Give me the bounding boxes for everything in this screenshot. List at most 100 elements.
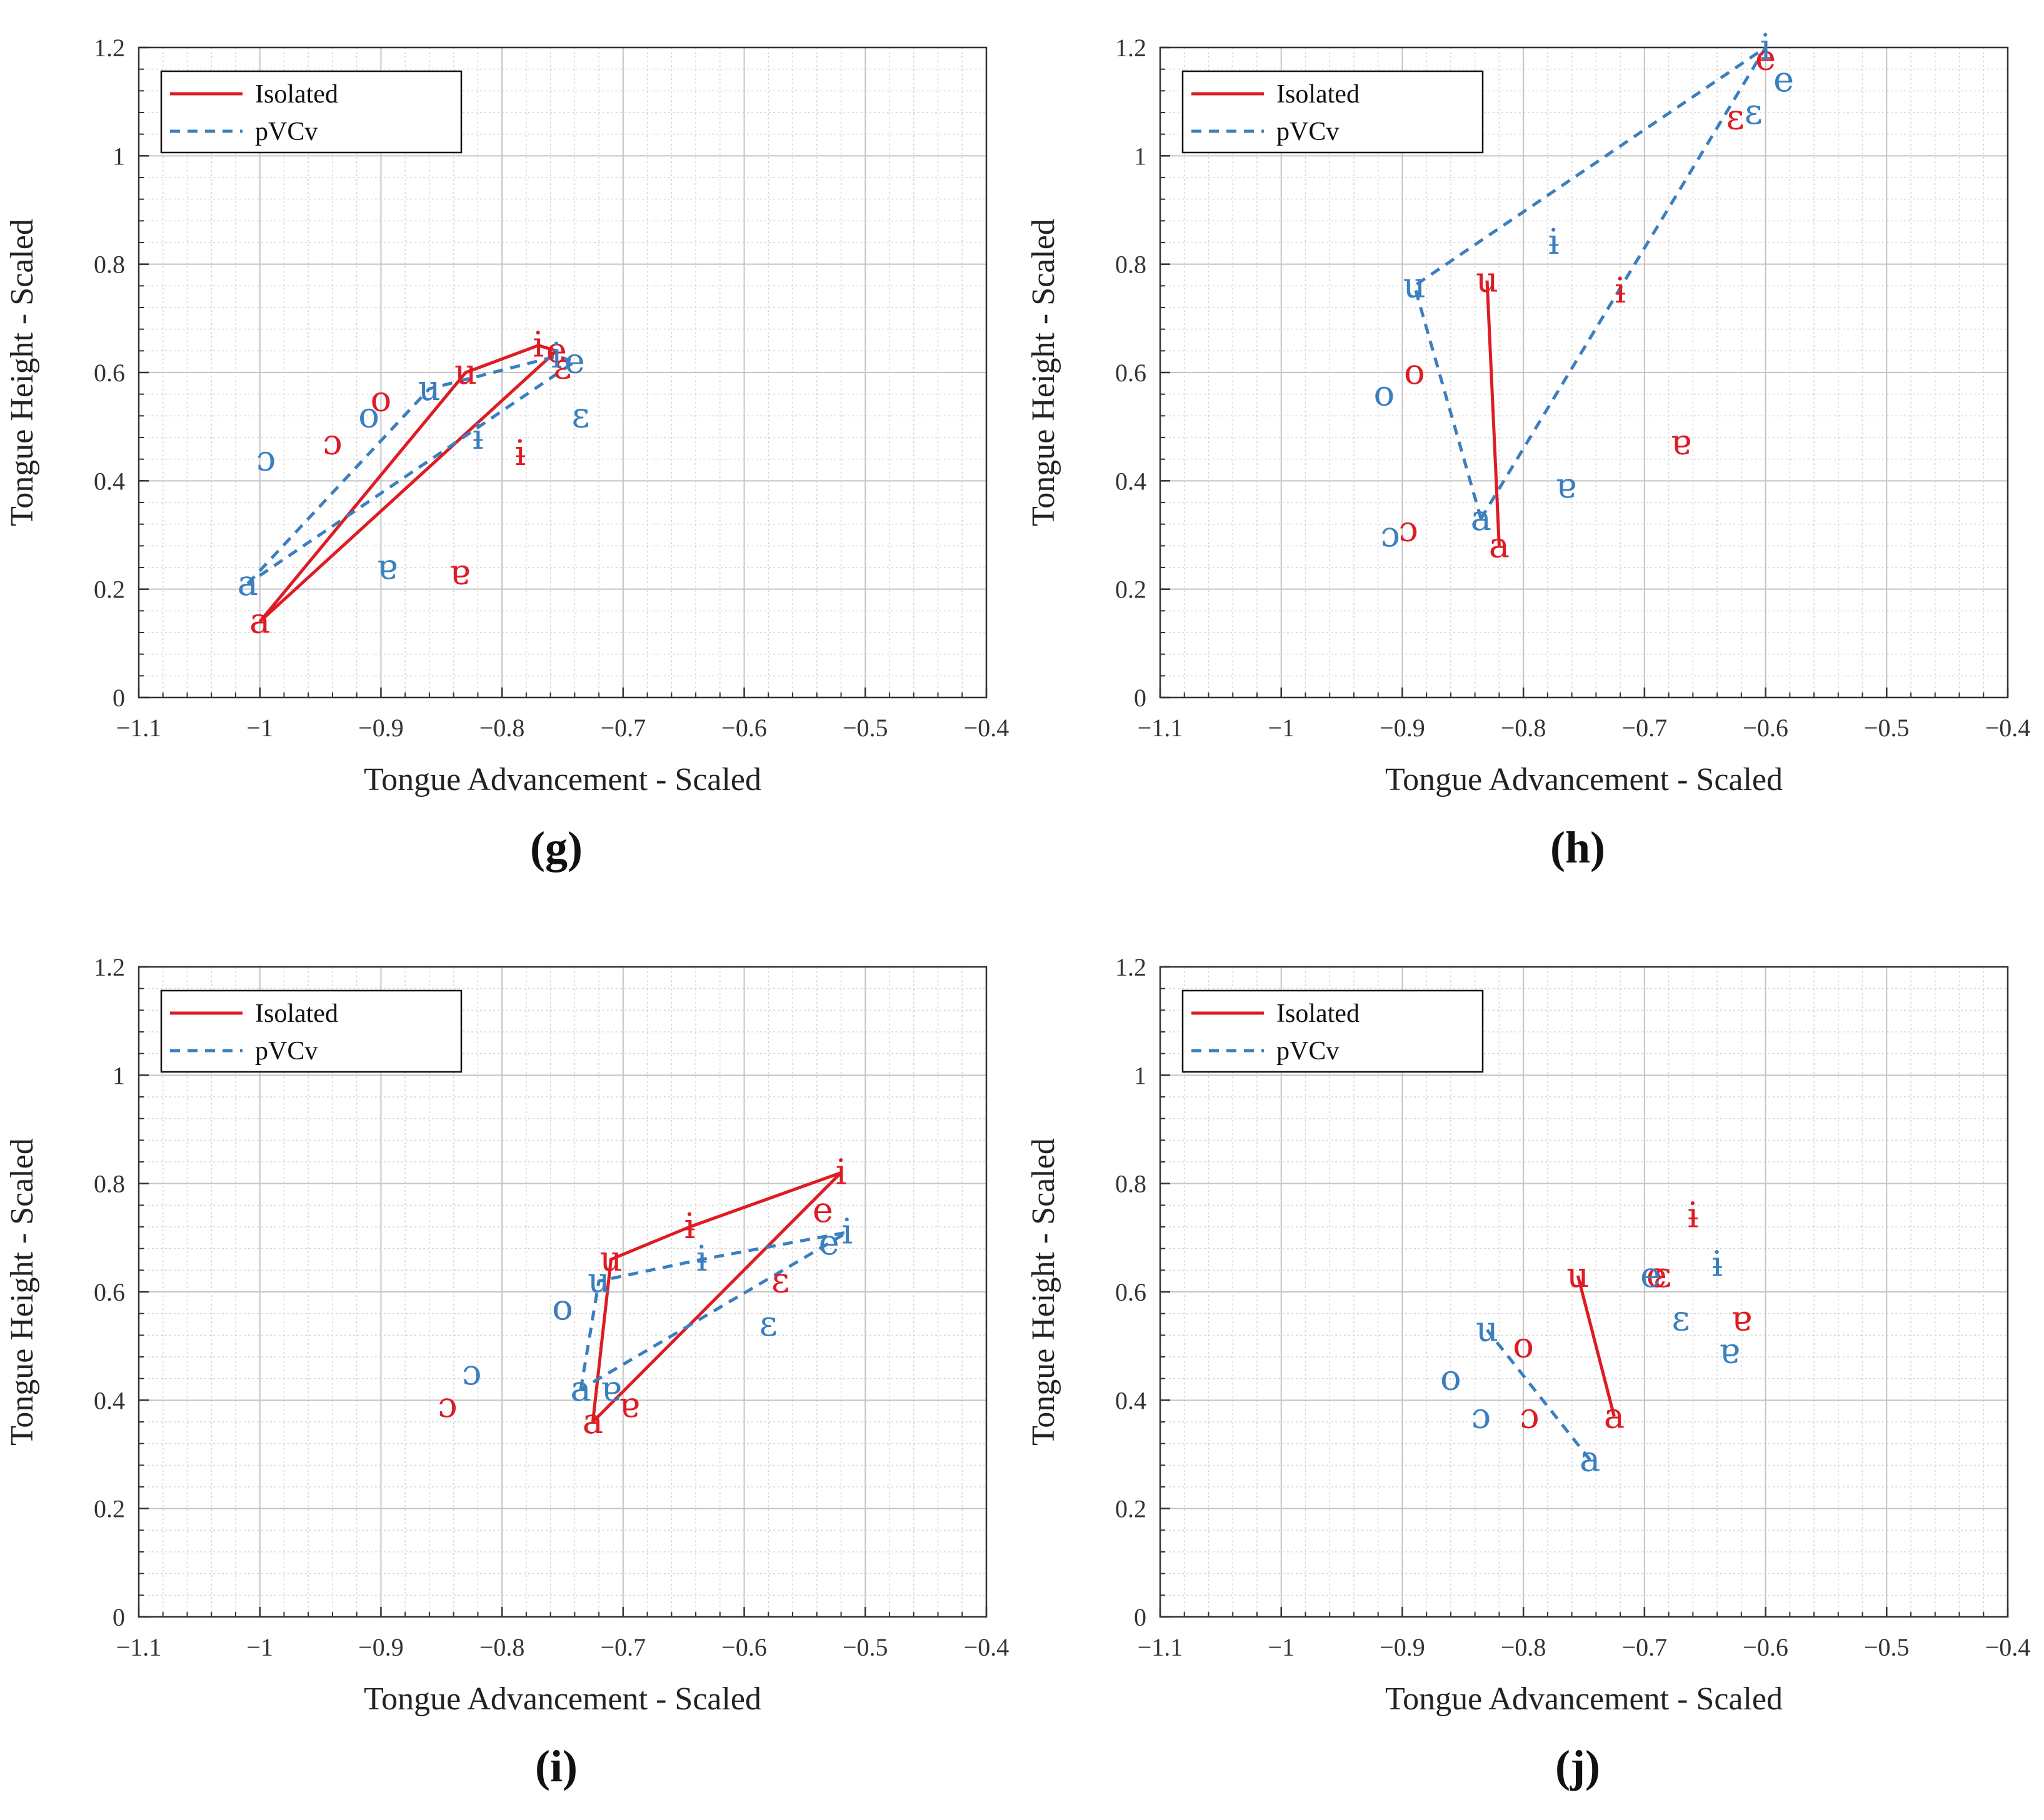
y-tick-label: 1.2 [94,34,125,62]
legend: Isolated pVCv [1181,989,1484,1073]
vowel-point: o [1374,374,1395,414]
y-tick-label: 0.4 [94,1386,125,1414]
x-tick-label: −0.7 [1622,1633,1668,1661]
y-tick-label: 0 [1134,1603,1146,1631]
vowel-point: ɛ [759,1304,778,1344]
vowel-point: ɔ [438,1385,457,1426]
vowel-space-line-pvcv [246,354,576,586]
legend-box [1181,989,1484,1073]
y-tick-label: 1 [1134,142,1146,170]
chart-panel-2: −1.1 −1 −0.9 −0.8 −0.7 −0.6 −0.5 −0.4 0 0.2 0.4 0.6… [4,953,1009,1791]
legend-box [1181,70,1484,154]
vowel-point: ɛ [1671,1298,1690,1339]
panel-label: (g) [530,822,583,872]
x-tick-label: −0.6 [1743,714,1788,742]
vowel-point: o [358,395,379,436]
x-tick-label: −0.7 [601,1633,646,1661]
x-tick-label: −0.6 [721,714,767,742]
vowel-point: ɨ [1687,1196,1698,1236]
x-tick-label: −0.7 [601,714,646,742]
vowel-point: ɐ [376,547,397,588]
y-axis-title: Tongue Height - Scaled [4,219,40,526]
legend-label: pVCv [1276,1037,1339,1066]
y-tick-label: 0.4 [94,467,125,495]
legend-label: pVCv [255,1037,318,1066]
vowel-point: ɐ [449,552,470,593]
x-tick-label: −0.8 [1501,714,1546,742]
vowel-space-line-isolated [258,344,558,623]
vowel-point: e [546,330,567,371]
legend-label: pVCv [255,118,318,146]
vowel-point: e [1640,1255,1661,1296]
vowel-point: a [249,601,270,642]
y-tick-label: 1.2 [1115,34,1146,62]
vowel-point: i [551,336,562,376]
y-tick-label: 1 [113,142,125,170]
x-tick-label: −0.9 [1380,714,1425,742]
vowel-point: u [1476,260,1498,301]
y-tick-label: 0.2 [1115,576,1146,604]
x-tick-label: −1.1 [116,714,162,742]
vowel-space-line-isolated [1576,1275,1616,1417]
vowel-point: o [371,379,392,419]
vowel-point: ɔ [323,422,342,463]
vowel-point: e [1755,38,1776,78]
vowel-point: a [1489,525,1510,566]
vowel-point: a [1580,1439,1600,1480]
x-axis-title: Tongue Advancement - Scaled [364,1681,761,1717]
x-tick-label: −1 [246,714,273,742]
y-axis-title: Tongue Height - Scaled [1026,1138,1061,1446]
vowel-point: i [841,1212,853,1252]
vowel-point: u [588,1261,610,1301]
vowel-point: ɨ [1615,271,1626,311]
y-tick-label: 0.4 [1115,1386,1146,1414]
vowel-point: ɐ [1670,422,1691,463]
vowel-point: ɨ [684,1206,695,1247]
vowel-point: ɐ [1555,466,1576,506]
legend-label: Isolated [1276,999,1360,1028]
y-tick-label: 1 [1134,1061,1146,1089]
legend: Isolated pVCv [160,70,463,154]
y-tick-label: 0 [1134,684,1146,712]
vowel-point: ɐ [601,1369,621,1409]
y-axis-title: Tongue Height - Scaled [1026,219,1061,526]
vowel-space-line-pvcv [579,1231,849,1391]
x-tick-label: −0.9 [1380,1633,1425,1661]
x-tick-label: −0.9 [358,1633,404,1661]
vowel-point: e [1646,1255,1667,1296]
legend-box [160,70,463,154]
y-tick-label: 0.2 [1115,1495,1146,1523]
vowel-point: a [1471,498,1491,539]
vowel-point: i [836,1152,847,1192]
vowel-point: ɨ [472,417,483,458]
x-tick-label: −0.4 [1985,714,2031,742]
vowel-point: ɔ [1471,1396,1491,1436]
x-tick-label: −0.5 [843,1633,888,1661]
vowel-point: ɐ [1719,1331,1740,1371]
y-tick-label: 0.6 [94,1278,125,1306]
vowel-point: ɐ [1731,1298,1751,1339]
vowel-point: a [238,563,258,604]
legend-label: Isolated [255,999,338,1028]
vowel-point: ɔ [1380,514,1400,555]
y-tick-label: 0.4 [1115,467,1146,495]
y-axis-title: Tongue Height - Scaled [4,1138,40,1446]
y-tick-label: 1.2 [94,953,125,981]
x-axis-title: Tongue Advancement - Scaled [364,762,761,798]
y-tick-label: 0.2 [94,1495,125,1523]
y-tick-label: 0.8 [94,251,125,279]
vowel-point: ɨ [1548,222,1560,262]
x-tick-label: −0.4 [964,1633,1009,1661]
chart-panel-3: −1.1 −1 −0.9 −0.8 −0.7 −0.6 −0.5 −0.4 0 0.2 0.4 0.6… [1026,953,2030,1791]
vowel-point: ɛ [1726,98,1745,138]
chart-panel-0: −1.1 −1 −0.9 −0.8 −0.7 −0.6 −0.5 −0.4 0 0.2 0.4 0.6… [4,34,1009,872]
panel-label: (h) [1550,822,1605,872]
y-tick-label: 1 [113,1061,125,1089]
vowel-point: u [454,352,477,392]
x-tick-label: −1.1 [116,1633,162,1661]
x-axis-title: Tongue Advancement - Scaled [1385,1681,1783,1717]
y-tick-label: 0 [113,684,125,712]
y-tick-label: 0.8 [94,1170,125,1198]
vowel-point: e [564,341,585,382]
x-tick-label: −0.9 [358,714,404,742]
